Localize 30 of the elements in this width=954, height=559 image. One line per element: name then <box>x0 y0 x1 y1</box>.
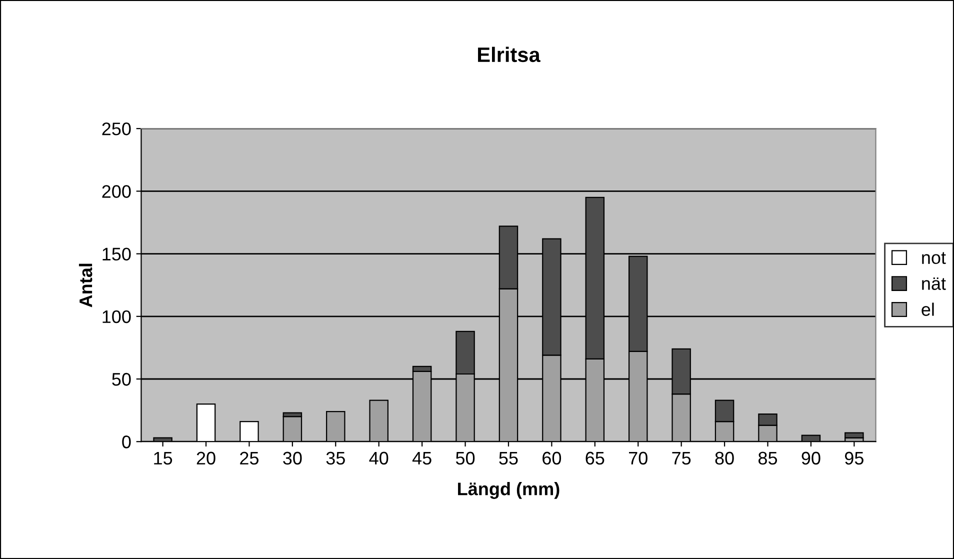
x-tick-label: 70 <box>629 452 648 465</box>
legend-label: not <box>922 252 946 264</box>
x-tick-label: 50 <box>456 452 475 465</box>
y-tick-label: 100 <box>102 310 131 324</box>
y-tick-label: 200 <box>102 185 131 198</box>
bar <box>844 432 864 438</box>
chart-title: Elritsa <box>478 46 540 62</box>
x-tick-label: 90 <box>802 452 820 465</box>
x-tick-label: 95 <box>844 452 864 465</box>
x-tick-label: 80 <box>715 452 734 465</box>
x-tick-label: 15 <box>154 452 172 465</box>
x-tick-label: 75 <box>672 452 691 465</box>
x-tick-label: 25 <box>240 452 259 465</box>
x-tick-label: 20 <box>196 452 216 465</box>
y-tick-label: 250 <box>102 122 131 136</box>
x-axis-title: Längd (mm) <box>458 482 560 499</box>
x-tick-label: 60 <box>542 452 562 465</box>
y-axis-title: Antal <box>78 264 92 308</box>
x-tick-label: 45 <box>412 452 432 465</box>
legend-label: nät <box>922 277 946 290</box>
x-tick-label: 85 <box>758 452 778 465</box>
y-tick-label: 150 <box>102 248 131 261</box>
legend-label: el <box>922 302 934 316</box>
x-tick-label: 40 <box>369 452 388 465</box>
y-tick-label: 0 <box>122 436 131 448</box>
x-tick-label: 30 <box>283 452 302 465</box>
x-tick-label: 55 <box>499 452 518 465</box>
x-tick-label: 65 <box>586 452 604 465</box>
y-tick-label: 50 <box>112 372 131 386</box>
x-tick-label: 35 <box>326 452 345 465</box>
